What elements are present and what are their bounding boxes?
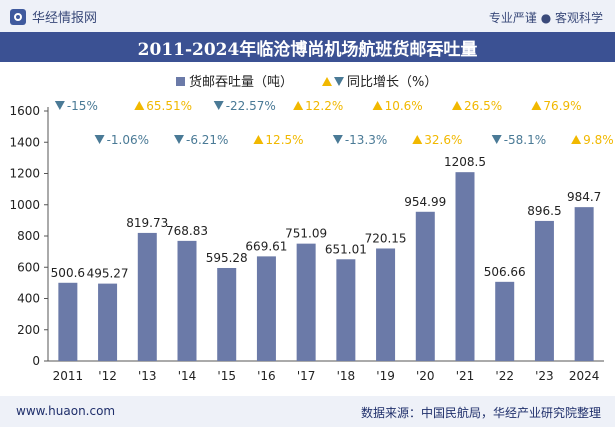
bar: [296, 243, 316, 361]
x-tick-label: '14: [178, 369, 197, 383]
growth-down-triangle-icon: [213, 101, 224, 110]
bar: [336, 259, 356, 361]
growth-up-triangle-icon: [412, 135, 423, 144]
x-tick-label: '15: [217, 369, 236, 383]
bar-value-label: 651.01: [325, 242, 367, 256]
x-tick-label: 2024: [569, 369, 600, 383]
y-tick-label: 1600: [9, 104, 40, 118]
legend-bar-swatch: [176, 77, 185, 86]
growth-up-triangle-icon: [134, 101, 145, 110]
growth-down-triangle-icon: [491, 135, 502, 144]
growth-down-triangle-icon: [94, 135, 105, 144]
brand-name: 华经情报网: [32, 11, 98, 26]
bar-value-label: 506.66: [484, 265, 526, 279]
growth-up-triangle-icon: [531, 101, 542, 110]
bar-value-label: 896.5: [527, 204, 561, 218]
growth-rate-label: -1.06%: [107, 133, 149, 147]
bar: [98, 283, 118, 361]
legend-growth-label: 同比增长（%）: [347, 75, 437, 90]
growth-rate-label: 76.9%: [543, 99, 581, 113]
x-tick-label: 2011: [53, 369, 84, 383]
growth-up-triangle-icon: [571, 135, 582, 144]
top-bar: 华经情报网 专业严谨 ● 客观科学: [0, 0, 615, 32]
growth-down-triangle-icon: [332, 135, 343, 144]
x-tick-label: '23: [535, 369, 554, 383]
bar-value-label: 500.6: [51, 266, 85, 280]
growth-up-triangle-icon: [452, 101, 462, 110]
legend-decline-triangle-icon: [334, 77, 344, 86]
bar: [137, 232, 157, 361]
bar-value-label: 954.99: [404, 195, 446, 209]
growth-rate-label: -15%: [67, 99, 98, 113]
growth-rate-label: 26.5%: [464, 99, 502, 113]
chart-title: 2011-2024年临沧博尚机场航班货邮吞吐量: [137, 39, 478, 60]
y-tick-label: 200: [17, 323, 40, 337]
x-tick-label: '21: [456, 369, 475, 383]
bar-value-label: 720.15: [365, 231, 407, 245]
bar-value-label: 768.83: [166, 224, 208, 238]
bar: [455, 172, 475, 361]
bar: [574, 207, 594, 361]
y-tick-label: 1200: [9, 167, 40, 181]
growth-up-triangle-icon: [293, 101, 304, 110]
bar-value-label: 819.73: [126, 216, 168, 230]
growth-up-triangle-icon: [372, 101, 383, 110]
x-tick-label: '16: [257, 369, 276, 383]
x-tick-label: '22: [495, 369, 514, 383]
footer: www.huaon.com 数据来源：中国民航局，华经产业研究院整理: [0, 396, 615, 427]
legend-growth-triangle-icon: [322, 77, 332, 86]
growth-down-triangle-icon: [54, 101, 65, 110]
bar: [534, 220, 554, 361]
slogan: 专业严谨 ● 客观科学: [488, 11, 603, 25]
y-tick-label: 0: [32, 354, 40, 368]
growth-rate-label: 65.51%: [146, 99, 192, 113]
y-tick-label: 400: [17, 292, 40, 306]
bar-value-label: 495.27: [87, 267, 129, 281]
growth-rate-label: 12.5%: [265, 133, 303, 147]
y-tick-label: 1000: [9, 198, 40, 212]
growth-up-triangle-icon: [253, 135, 264, 144]
bar: [177, 240, 197, 361]
bar-value-label: 751.09: [285, 227, 327, 241]
bar-chart: 0 200 400 600 800 1000 1200 1400 1600 货邮吞吐量（吨） 同比增…: [9, 74, 614, 383]
x-tick-label: '12: [98, 369, 117, 383]
title-bar: 2011-2024年临沧博尚机场航班货邮吞吐量: [0, 32, 615, 62]
growth-rate-label: 9.8%: [583, 133, 614, 147]
bar: [217, 267, 237, 361]
bar: [58, 282, 78, 361]
bar: [415, 211, 435, 361]
x-tick-label: '13: [138, 369, 157, 383]
y-tick-label: 600: [17, 260, 40, 274]
growth-rate-label: 10.6%: [385, 99, 423, 113]
x-tick-label: '17: [297, 369, 316, 383]
data-source: 数据来源：中国民航局，华经产业研究院整理: [360, 406, 601, 420]
growth-rate-label: 12.2%: [305, 99, 343, 113]
bar-value-label: 669.61: [245, 239, 287, 253]
growth-rate-label: -13.3%: [345, 133, 387, 147]
growth-rate-label: -58.1%: [504, 133, 546, 147]
bar: [495, 281, 515, 361]
x-tick-label: '18: [337, 369, 356, 383]
y-tick-label: 1400: [9, 135, 40, 149]
growth-rate-label: -6.21%: [186, 133, 228, 147]
growth-rate-label: -22.57%: [226, 99, 276, 113]
x-tick-label: '19: [376, 369, 395, 383]
footer-url: www.huaon.com: [16, 404, 116, 418]
brand-logo-icon: [10, 8, 26, 25]
bar-value-label: 1208.5: [444, 155, 486, 169]
x-tick-label: '20: [416, 369, 435, 383]
bar-value-label: 595.28: [206, 251, 248, 265]
bar-value-label: 984.7: [567, 190, 601, 204]
brand: 华经情报网: [10, 7, 97, 26]
legend-bar-label: 货邮吞吐量（吨）: [189, 74, 293, 90]
growth-down-triangle-icon: [174, 135, 184, 144]
y-tick-label: 800: [17, 229, 40, 243]
bar: [376, 248, 396, 361]
bar: [256, 256, 276, 361]
growth-rate-label: 32.6%: [424, 133, 462, 147]
